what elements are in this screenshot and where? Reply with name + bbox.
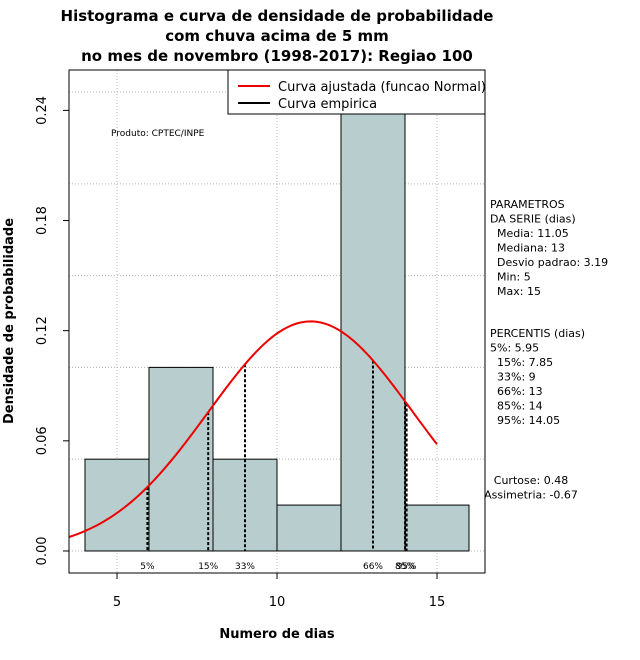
y-tick-label: 0.00: [35, 536, 50, 565]
title-line-1: Histograma e curva de densidade de proba…: [61, 7, 494, 25]
params-line-6: Min: 5: [497, 271, 531, 284]
params-line-5: Desvio padrao: 3.19: [497, 256, 608, 269]
percentis-line-4: 33%: 9: [497, 371, 536, 384]
side-statistics: PARAMETROS DA SERIE (dias)Media: 11.05 Med…: [484, 198, 608, 502]
legend-box: [227, 69, 486, 115]
percentile-label-85: 85%: [395, 562, 415, 572]
chart-title: Histograma e curva de densidade de proba…: [61, 7, 494, 65]
percentis-line-6: 85%: 14: [497, 400, 543, 413]
histogram-bar-1: [84, 458, 150, 552]
params-line-4: Mediana: 13: [497, 242, 565, 255]
x-axis-label: Numero de dias: [219, 627, 335, 642]
percentis-line-5: 66%: 13: [497, 385, 543, 398]
percentile-label-5: 5%: [140, 562, 155, 572]
histogram-bar-5: [340, 91, 406, 552]
percentile-label-66: 66%: [363, 562, 383, 572]
histogram-bar-2: [148, 366, 214, 552]
product-label: Produto: CPTEC/INPE: [111, 129, 205, 139]
normal-curve-group: [68, 320, 438, 538]
legend-label-1: Curva ajustada (funcao Normal): [278, 80, 486, 95]
percentis-line-1: PERCENTIS (dias): [490, 327, 585, 340]
x-tick-label: 5: [113, 595, 121, 610]
title-line-3: no mes de novembro (1998-2017): Regiao 1…: [81, 47, 473, 65]
percentis-line-7: 95%: 14.05: [497, 414, 560, 427]
normal-curve: [68, 320, 438, 538]
histogram-bar-6: [404, 504, 470, 552]
params-line-3: Media: 11.05: [497, 227, 569, 240]
y-tick-label: 0.18: [35, 206, 50, 235]
percentis-line-2: 5%: 5.95: [490, 342, 539, 355]
legend: Curva ajustada (funcao Normal) Curva empi…: [111, 69, 486, 139]
percentile-label-33: 33%: [235, 562, 255, 572]
y-tick-label: 0.24: [35, 96, 50, 125]
percentile-label-95: 95%: [397, 562, 417, 572]
title-line-2: com chuva acima de 5 mm: [165, 27, 389, 45]
y-tick-label: 0.12: [35, 316, 50, 345]
legend-label-2: Curva empirica: [278, 97, 377, 112]
shape-line-1: Curtose: 0.48: [494, 474, 568, 487]
shape-line-2: Assimetria: -0.67: [484, 489, 578, 502]
params-line-7: Max: 15: [497, 285, 541, 298]
x-tick-label: 15: [429, 595, 446, 610]
y-tick-label: 0.06: [35, 426, 50, 455]
params-line-2: DA SERIE (dias): [490, 213, 576, 226]
histogram-bar-4: [276, 504, 342, 552]
percentis-line-3: 15%: 7.85: [497, 356, 553, 369]
x-tick-label: 10: [269, 595, 286, 610]
params-line-1: PARAMETROS: [490, 198, 565, 211]
percentile-markers: 5% 15% 33% 66% 85%95%: [140, 360, 417, 572]
percentile-label-15: 15%: [198, 562, 218, 572]
axes: 5 10 15 0.00 0.06 0.12 0.18 0.24 Numero de dias D…: [2, 96, 445, 642]
y-axis-label: Densidade de probabilidade: [2, 218, 17, 424]
